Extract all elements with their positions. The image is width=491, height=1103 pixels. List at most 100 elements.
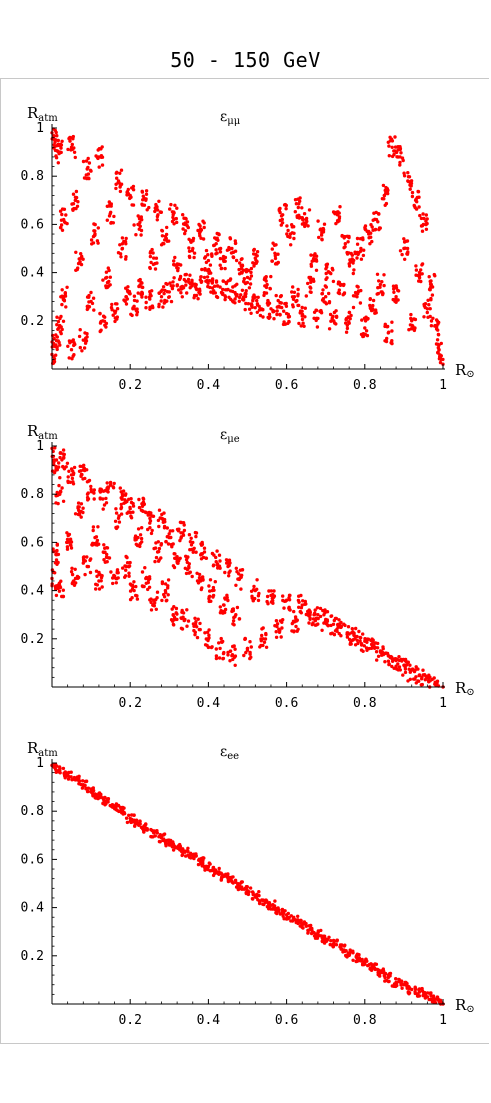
scatter-point [294,299,298,304]
scatter-point [79,509,83,514]
scatter-point [167,532,171,536]
scatter-point [184,557,189,562]
scatter-point [189,240,193,244]
scatter-point [111,313,115,317]
scatter-point [339,634,343,638]
scatter-point [429,319,434,323]
scatter-point [55,315,59,319]
scatter-point [154,555,159,560]
scatter-point [85,307,90,312]
scatter-point [307,614,311,618]
scatter-point [102,550,106,555]
scatter-point [93,233,97,237]
scatter-point [405,239,410,243]
scatter-point [194,550,198,554]
scatter-point [365,333,370,338]
scatter-point [268,315,272,319]
scatter-point [175,206,179,210]
scatter-point [359,636,363,640]
scatter-point [346,240,350,244]
scatter-point [181,850,185,854]
scatter-point [364,329,369,333]
scatter-point [363,225,367,230]
scatter-point [219,640,224,644]
scatter-point [250,596,254,600]
scatter-point [349,642,353,646]
scatter-point [314,259,319,263]
scatter-point [112,214,116,219]
scatter-point [414,268,419,272]
scatter-point [55,468,59,472]
scatter-point [388,655,392,660]
scatter-point [375,658,379,662]
scatter-point [248,650,252,655]
scatter-point [400,659,404,663]
scatter-point [260,633,264,638]
scatter-point [428,675,432,679]
scatter-point [250,897,255,901]
scatter-point [151,514,156,518]
scatter-point [86,156,90,161]
scatter-point [140,509,145,513]
scatter-point [304,216,309,221]
scatter-point [396,148,400,152]
scatter-point [60,288,64,292]
scatter-point [224,281,229,286]
scatter-point [196,297,200,301]
scatter-point [240,288,245,292]
scatter-point [179,287,183,291]
scatter-point [98,321,103,325]
scatter-point [124,286,128,290]
scatter-point [219,266,224,270]
scatter-point [210,277,215,281]
scatter-point [136,214,140,218]
scatter-point [303,306,307,310]
scatter-point [74,250,78,254]
scatter-point [355,953,359,957]
scatter-point [86,786,91,790]
scatter-point [156,540,160,544]
scatter-point [434,327,439,331]
scatter-point [95,583,100,587]
scatter-point [423,994,427,998]
scatter-point [249,645,253,649]
scatter-point [265,301,270,305]
scatter-point [59,150,63,155]
scatter-point [201,575,205,579]
scatter-point [58,451,62,455]
scatter-point [60,212,64,217]
scatter-point [221,611,225,615]
scatter-point [385,325,389,329]
scatter-point [331,938,336,943]
scatter-point [72,777,76,781]
scatter-point [135,313,139,317]
scatter-point [394,150,399,155]
scatter-point [313,608,317,612]
scatter-point [300,317,305,322]
scatter-point [163,288,167,293]
x-tick-label: 0.2 [118,696,141,711]
scatter-point [206,281,210,285]
scatter-point [152,256,156,260]
scatter-point [338,283,343,287]
scatter-point [120,242,125,246]
scatter-point [124,816,129,820]
scatter-point [197,290,201,295]
scatter-point [412,328,417,333]
scatter-point [361,236,365,240]
scatter-point [242,653,246,658]
scatter-point [172,617,177,622]
scatter-point [409,312,413,317]
scatter-point [137,505,142,510]
scatter-point [295,214,299,218]
scatter-point [197,858,201,862]
scatter-point [83,476,87,481]
scatter-point [355,256,359,260]
scatter-point [304,294,308,298]
scatter-point [85,555,89,559]
scatter-point [387,154,391,158]
scatter-point [73,567,77,571]
scatter-point [252,252,256,256]
scatter-point [204,248,209,253]
scatter-point [207,633,211,637]
